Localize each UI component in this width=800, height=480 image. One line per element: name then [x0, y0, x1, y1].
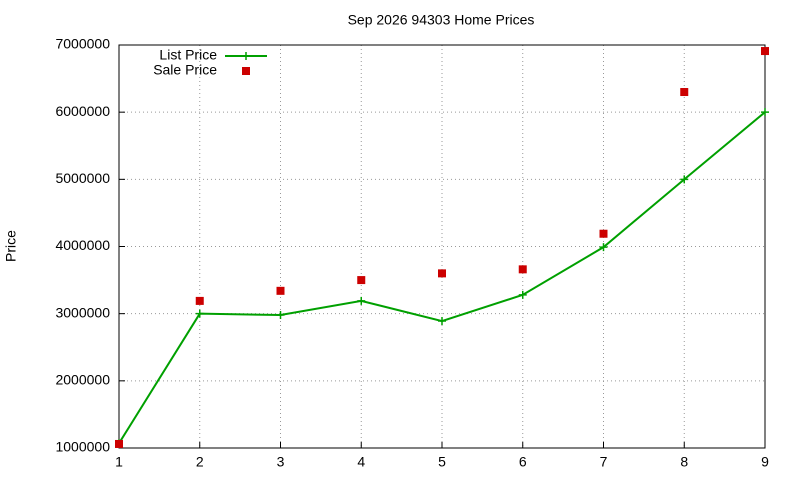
- y-tick-label: 3000000: [55, 304, 110, 320]
- x-tick-label: 9: [761, 454, 769, 470]
- point: [438, 269, 446, 278]
- x-tick-label: 2: [196, 454, 204, 470]
- point: [195, 296, 204, 305]
- point: [599, 243, 608, 252]
- y-tick-label: 1000000: [55, 439, 110, 455]
- legend-swatch: [242, 67, 250, 75]
- y-axis-label: Price: [3, 230, 19, 262]
- plot-border: [118, 44, 766, 449]
- legend-label: List Price: [159, 47, 217, 63]
- point: [518, 265, 527, 274]
- point: [518, 290, 527, 299]
- x-tick-label: 3: [277, 454, 285, 470]
- point: [115, 439, 123, 448]
- x-tick-label: 7: [600, 454, 608, 470]
- y-tick-label: 6000000: [55, 103, 110, 119]
- x-tick-label: 5: [438, 454, 446, 470]
- point: [761, 108, 769, 117]
- x-tick-label: 4: [357, 454, 365, 470]
- legend-swatch: [242, 52, 250, 60]
- point: [761, 47, 769, 56]
- x-tick-label: 1: [115, 454, 123, 470]
- x-tick-label: 6: [519, 454, 527, 470]
- x-tick-label: 8: [680, 454, 688, 470]
- y-tick-label: 7000000: [55, 36, 110, 52]
- point: [276, 311, 285, 320]
- point: [357, 296, 366, 305]
- point: [276, 286, 285, 295]
- point: [195, 309, 204, 318]
- chart-title: Sep 2026 94303 Home Prices: [348, 12, 535, 28]
- point: [680, 88, 689, 97]
- point: [680, 175, 689, 184]
- point: [438, 317, 446, 326]
- legend-label: Sale Price: [153, 62, 217, 78]
- y-tick-label: 2000000: [55, 372, 110, 388]
- point: [599, 229, 608, 238]
- y-tick-label: 5000000: [55, 170, 110, 186]
- y-tick-label: 4000000: [55, 237, 110, 253]
- point: [357, 276, 366, 285]
